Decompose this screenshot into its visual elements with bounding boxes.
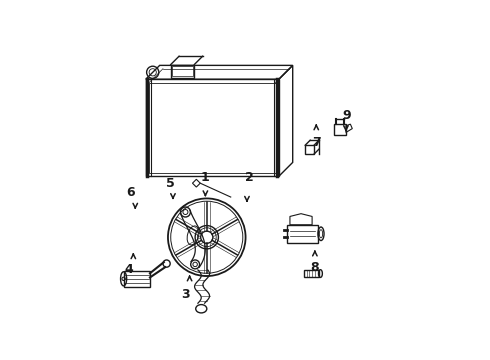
- Text: 2: 2: [245, 171, 254, 184]
- Text: 4: 4: [124, 262, 133, 276]
- Text: 9: 9: [343, 109, 351, 122]
- Text: 3: 3: [182, 288, 190, 301]
- Text: 6: 6: [126, 186, 135, 199]
- Text: 1: 1: [201, 171, 210, 184]
- Text: 7: 7: [312, 136, 320, 149]
- Text: 8: 8: [311, 261, 319, 274]
- Text: 5: 5: [167, 177, 175, 190]
